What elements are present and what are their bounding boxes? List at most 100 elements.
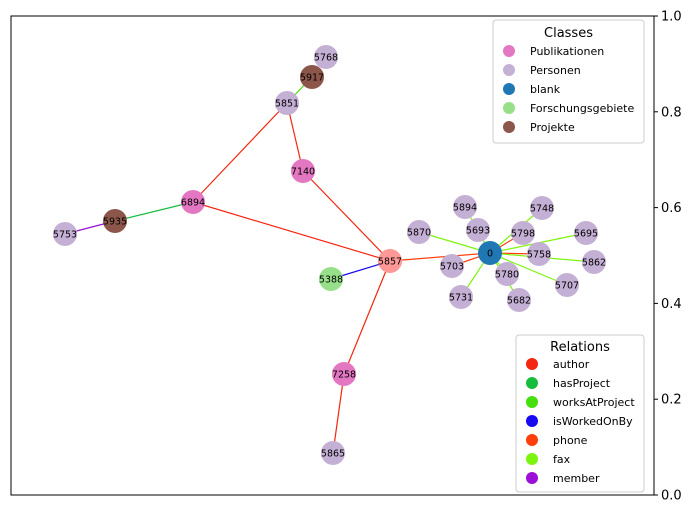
legend-relations: Relations author hasProject worksAtProject…	[515, 334, 645, 493]
edge-6894-5857	[192, 201, 391, 262]
node-label: 5780	[495, 269, 519, 280]
node-5695[interactable]: 5695	[574, 221, 598, 245]
node-5748[interactable]: 5748	[530, 196, 554, 220]
node-6894[interactable]: 6894	[181, 190, 205, 214]
node-5865[interactable]: 5865	[321, 441, 345, 465]
legend-classes-title: Classes	[544, 26, 593, 41]
node-label: 7140	[291, 166, 315, 177]
node-5798[interactable]: 5798	[511, 221, 535, 245]
legend-label: Publikationen	[530, 45, 604, 58]
legend-label: Projekte	[530, 121, 575, 134]
legend-marker	[526, 377, 538, 389]
node-circle	[453, 195, 477, 219]
legend-label: member	[553, 472, 600, 485]
tick-label: 1.0	[661, 10, 682, 25]
legend-marker	[503, 121, 515, 133]
node-5388[interactable]: 5388	[319, 267, 343, 291]
node-circle	[478, 241, 502, 265]
node-circle	[507, 288, 531, 312]
legend-marker	[526, 358, 538, 370]
tick-label: 0.0	[661, 489, 682, 504]
node-label: 5917	[300, 72, 324, 83]
node-circle	[511, 221, 535, 245]
legend-relations-title: Relations	[550, 340, 610, 355]
node-5862[interactable]: 5862	[582, 250, 606, 274]
edge-5857-7258	[343, 260, 391, 375]
node-circle	[495, 262, 519, 286]
node-5703[interactable]: 5703	[440, 254, 464, 278]
edge-0-5870	[418, 231, 491, 254]
node-label: 5758	[527, 249, 551, 260]
legend-marker	[526, 396, 538, 408]
legend-relations-box	[515, 334, 645, 493]
legend-label: Forschungsgebiete	[530, 102, 634, 115]
node-5780[interactable]: 5780	[495, 262, 519, 286]
node-label: 5851	[275, 98, 299, 109]
node-5851[interactable]: 5851	[275, 91, 299, 115]
right-axis: 0.0 0.2 0.4 0.6 0.8 1.0	[654, 10, 682, 504]
node-label: 5693	[466, 225, 490, 236]
node-circle	[314, 45, 338, 69]
node-5768[interactable]: 5768	[314, 45, 338, 69]
legend-item: Projekte	[503, 121, 575, 134]
node-5731[interactable]: 5731	[449, 285, 473, 309]
tick-label: 0.6	[661, 201, 682, 216]
legend-label: author	[553, 358, 590, 371]
legend-label: phone	[553, 434, 588, 447]
node-label: 5870	[407, 227, 431, 238]
legend-item: Forschungsgebiete	[503, 102, 634, 115]
legend-item: fax	[526, 453, 571, 466]
node-circle	[449, 285, 473, 309]
node-0[interactable]: 0	[478, 241, 502, 265]
edge-5857-0	[389, 252, 491, 262]
node-7140[interactable]: 7140	[291, 159, 315, 183]
node-5935[interactable]: 5935	[103, 209, 127, 233]
node-5917[interactable]: 5917	[300, 65, 324, 89]
node-5894[interactable]: 5894	[453, 195, 477, 219]
node-5682[interactable]: 5682	[507, 288, 531, 312]
node-label: 5753	[53, 229, 77, 240]
node-circle	[53, 222, 77, 246]
node-circle	[332, 362, 356, 386]
legend-classes-box	[492, 19, 645, 144]
legend-label: hasProject	[553, 377, 611, 390]
node-label: 5748	[530, 203, 554, 214]
node-label: 5862	[582, 257, 606, 268]
node-label: 7258	[332, 369, 356, 380]
legend-label: worksAtProject	[553, 396, 635, 409]
node-5693[interactable]: 5693	[466, 218, 490, 242]
edge-7258-5865	[332, 373, 345, 454]
node-circle	[321, 441, 345, 465]
node-circle	[555, 273, 579, 297]
legend-item: Personen	[503, 64, 581, 77]
node-circle	[103, 209, 127, 233]
node-circle	[291, 159, 315, 183]
edge-0-5707	[489, 252, 568, 286]
node-5870[interactable]: 5870	[407, 220, 431, 244]
legend-item: worksAtProject	[526, 396, 635, 409]
node-5857[interactable]: 5857	[378, 249, 402, 273]
legend-item: isWorkedOnBy	[526, 415, 633, 428]
node-circle	[407, 220, 431, 244]
node-label: 5798	[511, 228, 535, 239]
node-label: 5695	[574, 228, 598, 239]
node-5758[interactable]: 5758	[527, 242, 551, 266]
legend-item: member	[526, 472, 600, 485]
legend-label: fax	[553, 453, 571, 466]
node-label: 5388	[319, 274, 343, 285]
node-circle	[527, 242, 551, 266]
legend-marker	[503, 102, 515, 114]
node-circle	[319, 267, 343, 291]
legend-marker	[503, 45, 515, 57]
node-7258[interactable]: 7258	[332, 362, 356, 386]
node-label: 5768	[314, 52, 338, 63]
legend-classes: Classes Publikationen Personen blank Forsch…	[492, 19, 645, 144]
legend-item: blank	[503, 83, 561, 96]
legend-marker	[503, 83, 515, 95]
node-5707[interactable]: 5707	[555, 273, 579, 297]
node-5753[interactable]: 5753	[53, 222, 77, 246]
nodes-layer: 5768 5917 5851 7140 6894 5935 5753 5857 5388 7258…	[53, 45, 606, 465]
legend-marker	[526, 472, 538, 484]
tick-label: 0.4	[661, 297, 682, 312]
